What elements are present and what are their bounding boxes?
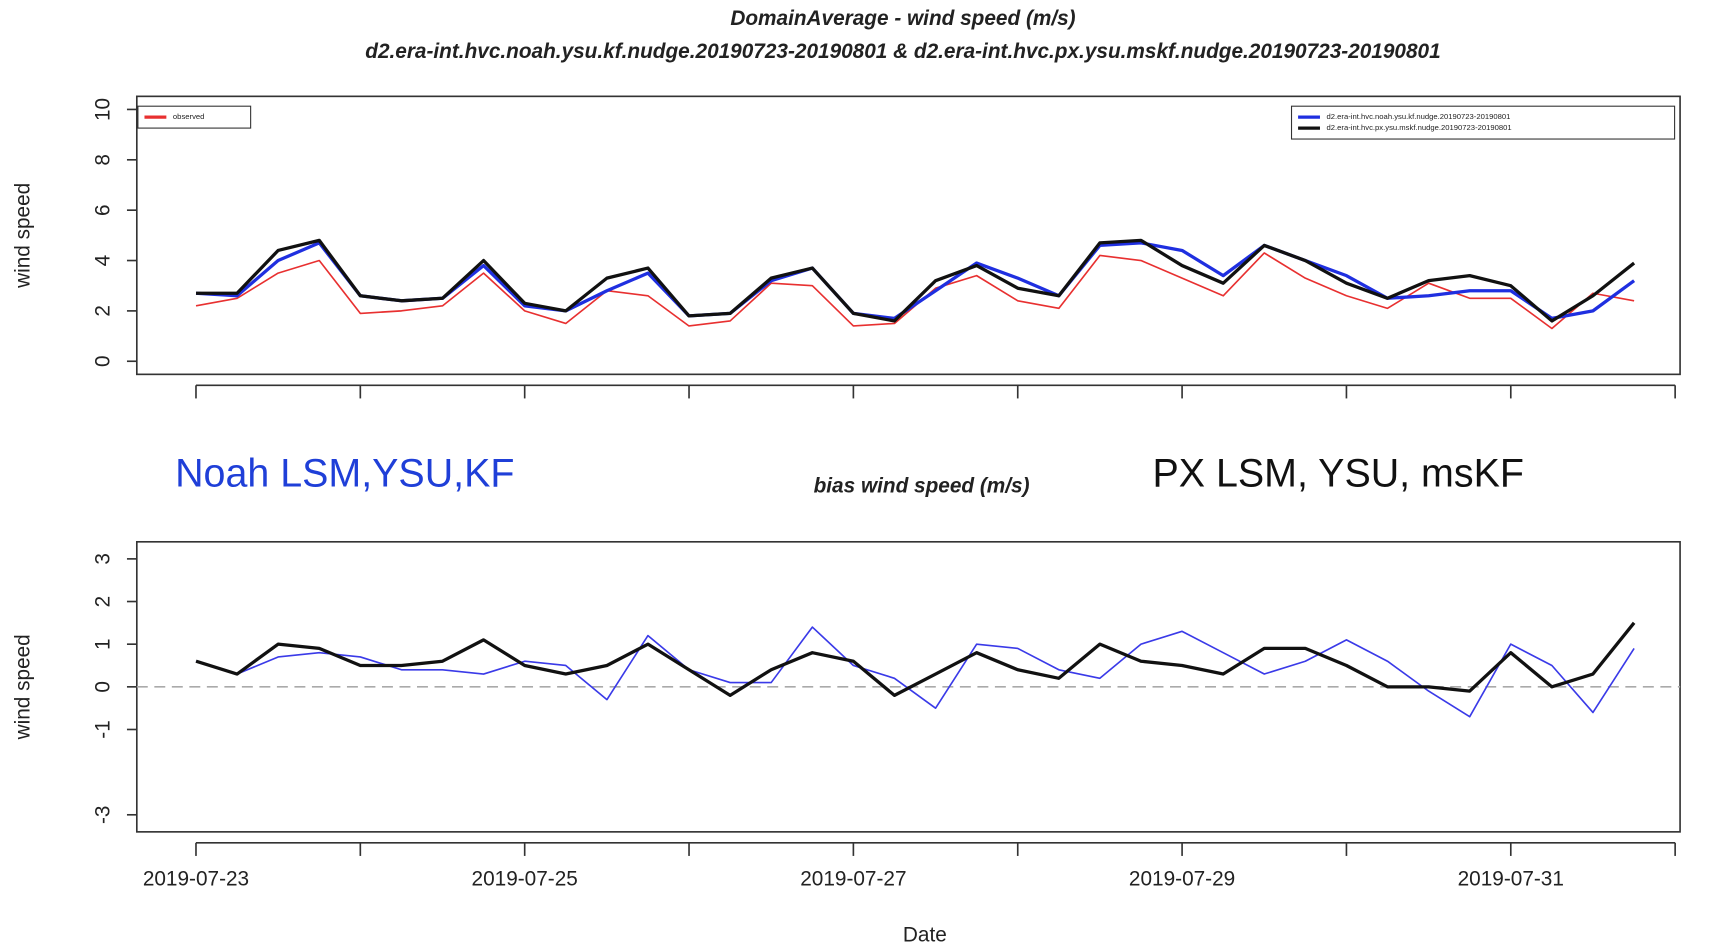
y-tick-label: -1 — [91, 720, 114, 738]
y-tick-label: 0 — [91, 355, 114, 367]
y-axis-label: wind speed — [12, 183, 35, 289]
y-tick-label: 0 — [91, 681, 114, 693]
x-tick-label: 2019-07-31 — [1458, 867, 1564, 890]
y-tick-label: 3 — [91, 553, 114, 565]
legend-label: d2.era-int.hvc.px.ysu.mskf.nudge.2019072… — [1327, 123, 1512, 132]
x-tick-label: 2019-07-29 — [1129, 867, 1235, 890]
y-tick-label: -3 — [91, 806, 114, 824]
series-line — [196, 238, 1636, 323]
legend-label: d2.era-int.hvc.noah.ysu.kf.nudge.2019072… — [1327, 112, 1511, 121]
y-tick-label: 4 — [91, 255, 114, 267]
y-axis-label: wind speed — [12, 634, 35, 740]
y-tick-label: 1 — [91, 638, 114, 650]
legend-box — [137, 105, 252, 129]
x-axis-label: Date — [903, 923, 947, 946]
chart-subtitle: d2.era-int.hvc.noah.ysu.kf.nudge.2019072… — [365, 40, 1440, 63]
chart-title: bias wind speed (m/s) — [814, 475, 1030, 498]
legend-label: observed — [173, 112, 205, 121]
y-tick-label: 6 — [91, 204, 114, 216]
y-tick-label: 8 — [91, 154, 114, 166]
plot-frame — [135, 95, 1681, 376]
chart-title: DomainAverage - wind speed (m/s) — [730, 7, 1075, 30]
y-tick-label: 2 — [91, 596, 114, 608]
y-tick-label: 10 — [91, 98, 114, 121]
series-line — [195, 252, 1635, 330]
series-line — [195, 621, 1636, 698]
annotation: PX LSM, YSU, msKF — [1153, 452, 1524, 496]
x-tick-label: 2019-07-23 — [143, 867, 249, 890]
legend-box — [1290, 105, 1676, 140]
series-line — [195, 626, 1635, 718]
annotation: Noah LSM,YSU,KF — [175, 452, 514, 496]
series-line — [195, 241, 1636, 321]
x-tick-label: 2019-07-25 — [472, 867, 578, 890]
x-tick-label: 2019-07-27 — [800, 867, 906, 890]
y-tick-label: 2 — [91, 305, 114, 317]
